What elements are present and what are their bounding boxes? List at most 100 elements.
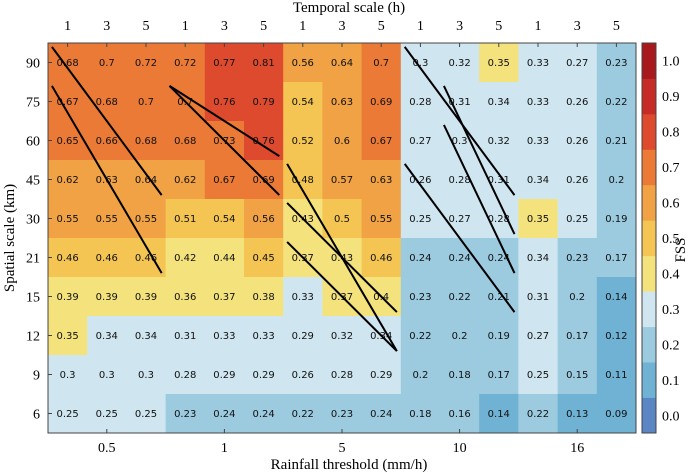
heatmap-cell bbox=[204, 277, 245, 317]
cell-value-label: 0.15 bbox=[566, 370, 588, 381]
top-tick-label: 5 bbox=[143, 19, 150, 34]
colorbar-tick-label: 1.0 bbox=[662, 55, 680, 70]
cell-value-label: 0.66 bbox=[96, 136, 118, 147]
cell-value-label: 0.31 bbox=[527, 292, 549, 303]
heatmap-cell bbox=[283, 355, 323, 395]
colorbar-tick-label: 0.1 bbox=[662, 374, 680, 389]
colorbar-bin bbox=[642, 149, 656, 186]
colorbar-tick-label: 0.5 bbox=[662, 232, 680, 247]
cell-value-label: 0.68 bbox=[174, 136, 196, 147]
cell-value-label: 0.34 bbox=[527, 253, 549, 264]
cell-value-label: 0.27 bbox=[566, 58, 588, 69]
top-tick-label: 3 bbox=[339, 19, 346, 34]
heatmap-cell bbox=[479, 82, 519, 122]
y-tick-label: 6 bbox=[33, 408, 40, 423]
heatmap-cell bbox=[165, 277, 206, 317]
heatmap-cell bbox=[322, 43, 362, 83]
colorbar-bin bbox=[642, 43, 656, 79]
top-tick-label: 3 bbox=[456, 19, 463, 34]
heatmap-cell bbox=[557, 160, 598, 200]
cell-value-label: 0.69 bbox=[370, 97, 392, 108]
cell-value-label: 0.33 bbox=[527, 136, 549, 147]
y-tick-label: 15 bbox=[26, 291, 40, 306]
cell-value-label: 0.3 bbox=[412, 58, 428, 69]
heatmap-cell bbox=[165, 238, 206, 278]
heatmap-cell bbox=[479, 394, 519, 434]
colorbar-bin bbox=[642, 326, 656, 363]
heatmap-cell bbox=[126, 277, 166, 317]
heatmap-cell bbox=[557, 238, 598, 278]
cell-value-label: 0.46 bbox=[135, 253, 157, 264]
heatmap-cell bbox=[518, 277, 558, 317]
heatmap-cell bbox=[322, 160, 362, 200]
cell-value-label: 0.34 bbox=[96, 331, 118, 342]
bottom-tick-label: 10 bbox=[453, 441, 467, 456]
heatmap-cell bbox=[48, 199, 88, 239]
cell-value-label: 0.25 bbox=[527, 370, 549, 381]
cell-value-label: 0.22 bbox=[409, 331, 431, 342]
cell-value-label: 0.5 bbox=[334, 214, 350, 225]
y-tick-label: 9 bbox=[33, 369, 40, 384]
heatmap-cell bbox=[596, 277, 637, 317]
heatmap-cell bbox=[204, 355, 245, 395]
colorbar-bin bbox=[642, 220, 656, 257]
heatmap-cell bbox=[244, 394, 284, 434]
heatmap-cell bbox=[518, 43, 558, 83]
cell-value-label: 0.24 bbox=[488, 253, 510, 264]
cell-value-label: 0.19 bbox=[605, 214, 627, 225]
heatmap-cell bbox=[204, 316, 245, 356]
heatmap-cell bbox=[204, 394, 245, 434]
cell-value-label: 0.26 bbox=[566, 136, 588, 147]
cell-value-label: 0.28 bbox=[331, 370, 353, 381]
cell-value-label: 0.7 bbox=[99, 58, 115, 69]
cell-value-label: 0.3 bbox=[452, 136, 468, 147]
colorbar-tick-label: 0.8 bbox=[662, 126, 680, 141]
cell-value-label: 0.24 bbox=[370, 409, 392, 420]
heatmap-cell bbox=[283, 394, 323, 434]
heatmap-cell bbox=[596, 394, 637, 434]
cell-value-label: 0.2 bbox=[569, 292, 585, 303]
hatch-line bbox=[168, 85, 280, 196]
top-tick-label: 1 bbox=[417, 19, 424, 34]
heatmap-cell bbox=[126, 316, 166, 356]
cell-value-label: 0.46 bbox=[370, 253, 392, 264]
heatmap-cell bbox=[126, 394, 166, 434]
cell-value-label: 0.2 bbox=[412, 370, 428, 381]
cell-value-label: 0.23 bbox=[605, 58, 627, 69]
heatmap-cell bbox=[518, 316, 558, 356]
cell-value-label: 0.39 bbox=[96, 292, 118, 303]
heatmap-cell bbox=[479, 355, 519, 395]
heatmap-cell bbox=[518, 160, 558, 200]
heatmap-cell bbox=[361, 355, 402, 395]
cell-value-label: 0.79 bbox=[252, 97, 274, 108]
heatmap-cell bbox=[322, 355, 362, 395]
cell-value-label: 0.54 bbox=[213, 214, 235, 225]
cell-value-label: 0.24 bbox=[252, 409, 274, 420]
heatmap-cell bbox=[361, 121, 402, 161]
cell-value-label: 0.44 bbox=[213, 253, 235, 264]
heatmap-cell bbox=[440, 43, 480, 83]
cell-value-label: 0.34 bbox=[488, 97, 510, 108]
heatmap-cell bbox=[126, 199, 166, 239]
cell-value-label: 0.51 bbox=[174, 214, 196, 225]
cell-value-label: 0.67 bbox=[56, 97, 78, 108]
heatmap-cell bbox=[361, 199, 402, 239]
heatmap-cell bbox=[361, 43, 402, 83]
colorbar-bin bbox=[642, 362, 656, 398]
cell-value-label: 0.68 bbox=[56, 58, 78, 69]
hatch-line bbox=[51, 85, 163, 274]
heatmap-cell bbox=[322, 199, 362, 239]
heatmap-cell bbox=[204, 160, 245, 200]
cell-value-label: 0.27 bbox=[527, 331, 549, 342]
heatmap-cell bbox=[479, 121, 519, 161]
heatmap-cell bbox=[400, 277, 441, 317]
top-tick-label: 5 bbox=[495, 19, 502, 34]
heatmap-cell bbox=[479, 43, 519, 83]
heatmap-cell bbox=[283, 277, 323, 317]
heatmap-cell bbox=[322, 82, 362, 122]
heatmap-cell bbox=[400, 394, 441, 434]
heatmap-cell bbox=[557, 355, 598, 395]
heatmap-cell bbox=[165, 199, 206, 239]
cell-value-label: 0.45 bbox=[252, 253, 274, 264]
heatmap-cell bbox=[244, 199, 284, 239]
